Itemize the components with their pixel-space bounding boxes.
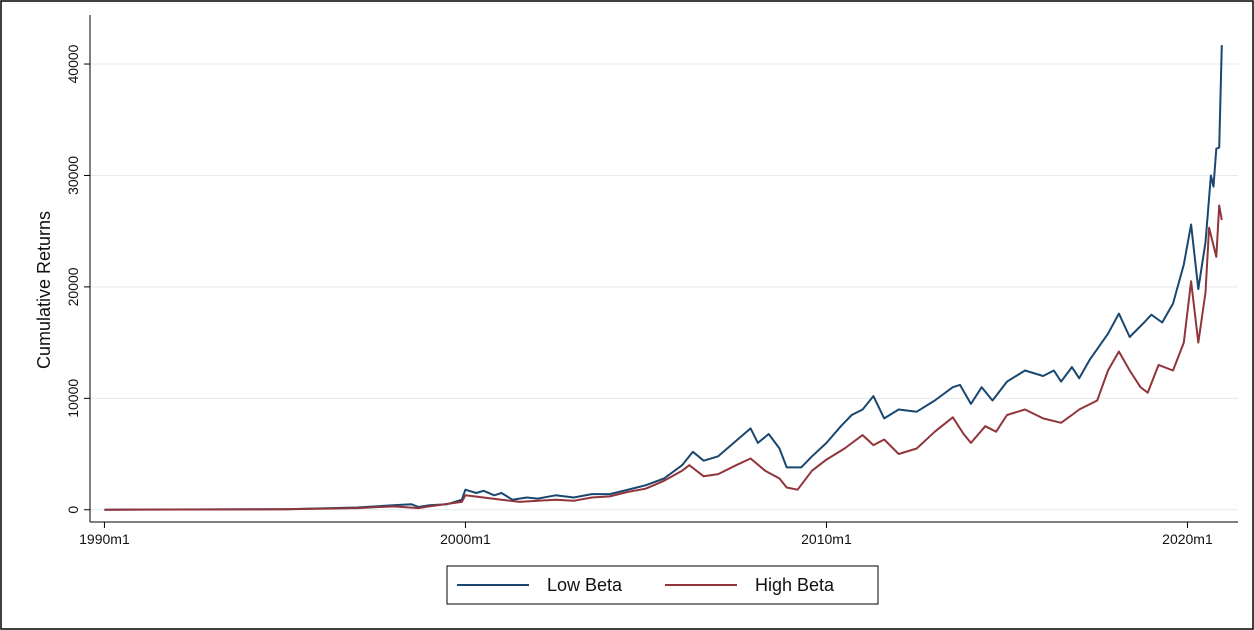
y-tick-label: 30000 [65,156,81,195]
x-tick-label: 2020m1 [1162,531,1213,547]
x-tick-label: 1990m1 [79,531,130,547]
series-line [104,45,1223,511]
x-tick-label: 2010m1 [801,531,852,547]
y-tick-label: 10000 [65,379,81,418]
series-line [104,204,1223,511]
y-tick-label: 20000 [65,267,81,306]
legend-label: Low Beta [547,575,623,595]
y-tick-label: 0 [65,506,81,514]
legend-label: High Beta [755,575,835,595]
y-tick-label: 40000 [65,44,81,83]
y-axis-label: Cumulative Returns [34,211,54,369]
x-tick-label: 2000m1 [440,531,491,547]
